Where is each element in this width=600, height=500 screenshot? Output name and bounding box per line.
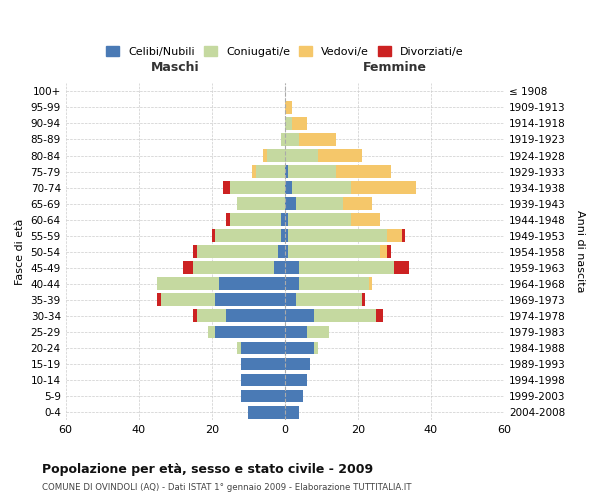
Bar xyxy=(219,278,285,290)
Bar xyxy=(289,230,387,242)
Text: Femmine: Femmine xyxy=(362,60,427,74)
Text: Maschi: Maschi xyxy=(151,60,200,74)
Bar xyxy=(238,342,241,354)
Bar xyxy=(350,181,416,194)
Y-axis label: Fasce di età: Fasce di età xyxy=(15,218,25,285)
Bar xyxy=(285,294,296,306)
Bar xyxy=(252,165,256,178)
Bar xyxy=(212,230,215,242)
Bar xyxy=(289,214,350,226)
Bar xyxy=(223,181,230,194)
Bar xyxy=(336,165,391,178)
Bar xyxy=(285,310,314,322)
Bar xyxy=(401,230,406,242)
Bar xyxy=(230,181,285,194)
Bar xyxy=(215,326,285,338)
Bar xyxy=(285,101,292,114)
Bar xyxy=(299,262,394,274)
Bar xyxy=(299,133,336,146)
Bar xyxy=(197,246,278,258)
Bar xyxy=(215,294,285,306)
Bar xyxy=(285,214,289,226)
Bar xyxy=(263,149,266,162)
Bar xyxy=(281,214,285,226)
Bar xyxy=(241,358,285,370)
Bar xyxy=(285,278,299,290)
Bar xyxy=(193,262,274,274)
Bar xyxy=(289,165,336,178)
Bar xyxy=(157,278,219,290)
Bar xyxy=(289,246,380,258)
Bar xyxy=(394,262,409,274)
Bar xyxy=(285,374,307,386)
Bar xyxy=(317,149,362,162)
Bar xyxy=(285,133,299,146)
Bar xyxy=(285,326,307,338)
Bar xyxy=(369,278,373,290)
Bar xyxy=(161,294,215,306)
Bar xyxy=(292,181,350,194)
Bar xyxy=(285,117,292,130)
Bar xyxy=(256,165,285,178)
Bar xyxy=(215,230,281,242)
Bar xyxy=(285,390,303,402)
Bar xyxy=(230,214,281,226)
Bar xyxy=(296,294,362,306)
Bar xyxy=(376,310,383,322)
Bar xyxy=(248,406,285,418)
Bar xyxy=(241,390,285,402)
Bar xyxy=(193,310,197,322)
Y-axis label: Anni di nascita: Anni di nascita xyxy=(575,210,585,293)
Bar xyxy=(380,246,387,258)
Bar xyxy=(285,197,296,210)
Bar xyxy=(226,310,285,322)
Bar xyxy=(241,374,285,386)
Bar xyxy=(285,406,299,418)
Bar xyxy=(343,197,373,210)
Bar xyxy=(241,342,285,354)
Bar xyxy=(285,246,289,258)
Bar xyxy=(285,181,292,194)
Bar xyxy=(281,230,285,242)
Bar xyxy=(296,197,343,210)
Bar xyxy=(314,342,317,354)
Bar xyxy=(350,214,380,226)
Bar xyxy=(157,294,161,306)
Bar xyxy=(299,278,369,290)
Bar xyxy=(292,117,307,130)
Bar xyxy=(281,133,285,146)
Bar xyxy=(285,358,310,370)
Bar xyxy=(278,246,285,258)
Bar xyxy=(238,197,285,210)
Bar xyxy=(285,230,289,242)
Bar xyxy=(193,246,197,258)
Bar xyxy=(285,149,317,162)
Bar xyxy=(208,326,215,338)
Bar xyxy=(387,246,391,258)
Bar xyxy=(387,230,401,242)
Bar xyxy=(362,294,365,306)
Legend: Celibi/Nubili, Coniugati/e, Vedovi/e, Divorziati/e: Celibi/Nubili, Coniugati/e, Vedovi/e, Di… xyxy=(101,42,468,62)
Text: COMUNE DI OVINDOLI (AQ) - Dati ISTAT 1° gennaio 2009 - Elaborazione TUTTITALIA.I: COMUNE DI OVINDOLI (AQ) - Dati ISTAT 1° … xyxy=(42,482,412,492)
Bar xyxy=(197,310,226,322)
Bar xyxy=(274,262,285,274)
Bar xyxy=(266,149,285,162)
Bar xyxy=(285,165,289,178)
Bar xyxy=(314,310,376,322)
Bar xyxy=(285,342,314,354)
Text: Popolazione per età, sesso e stato civile - 2009: Popolazione per età, sesso e stato civil… xyxy=(42,462,373,475)
Bar xyxy=(182,262,193,274)
Bar xyxy=(285,262,299,274)
Bar xyxy=(226,214,230,226)
Bar xyxy=(307,326,329,338)
